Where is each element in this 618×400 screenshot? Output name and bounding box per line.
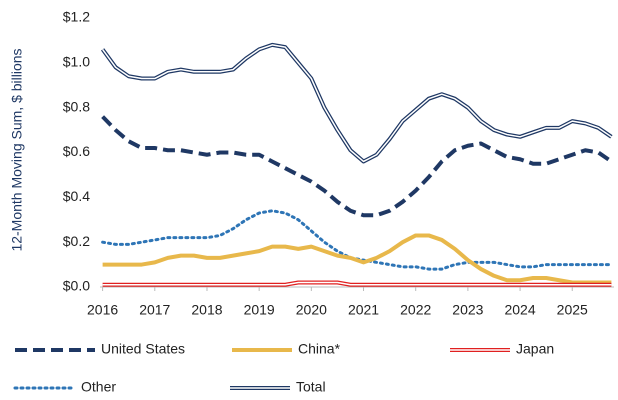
legend-label: Other xyxy=(81,379,116,395)
x-tick-label: 2018 xyxy=(191,302,222,318)
x-tick-label: 2019 xyxy=(244,302,275,318)
y-tick-label: $0.8 xyxy=(63,98,90,114)
series-line-inner xyxy=(102,281,612,286)
legend-label: United States xyxy=(101,341,185,357)
y-tick-label: $0.0 xyxy=(63,278,90,294)
series-line-inner xyxy=(102,44,612,163)
y-tick-label: $0.2 xyxy=(63,233,90,249)
y-tick-label: $0.6 xyxy=(63,143,90,159)
series-line xyxy=(102,233,612,285)
x-tick-label: 2025 xyxy=(557,302,588,318)
x-tick-label: 2016 xyxy=(87,302,118,318)
legend-label: China* xyxy=(298,341,341,357)
x-tick-label: 2024 xyxy=(504,302,535,318)
series-line xyxy=(100,42,613,164)
x-tick-label: 2021 xyxy=(348,302,379,318)
series-line xyxy=(101,115,613,218)
x-tick-label: 2023 xyxy=(452,302,483,318)
legend-label: Japan xyxy=(516,341,554,357)
y-tick-label: $0.4 xyxy=(63,188,90,204)
x-tick-label: 2017 xyxy=(139,302,170,318)
x-tick-label: 2020 xyxy=(296,302,327,318)
x-tick-label: 2022 xyxy=(400,302,431,318)
y-axis-label: 12-Month Moving Sum, $ billions xyxy=(9,48,25,251)
y-tick-label: $1.2 xyxy=(63,9,90,25)
y-tick-label: $1.0 xyxy=(63,54,90,70)
legend-label: Total xyxy=(296,379,326,395)
